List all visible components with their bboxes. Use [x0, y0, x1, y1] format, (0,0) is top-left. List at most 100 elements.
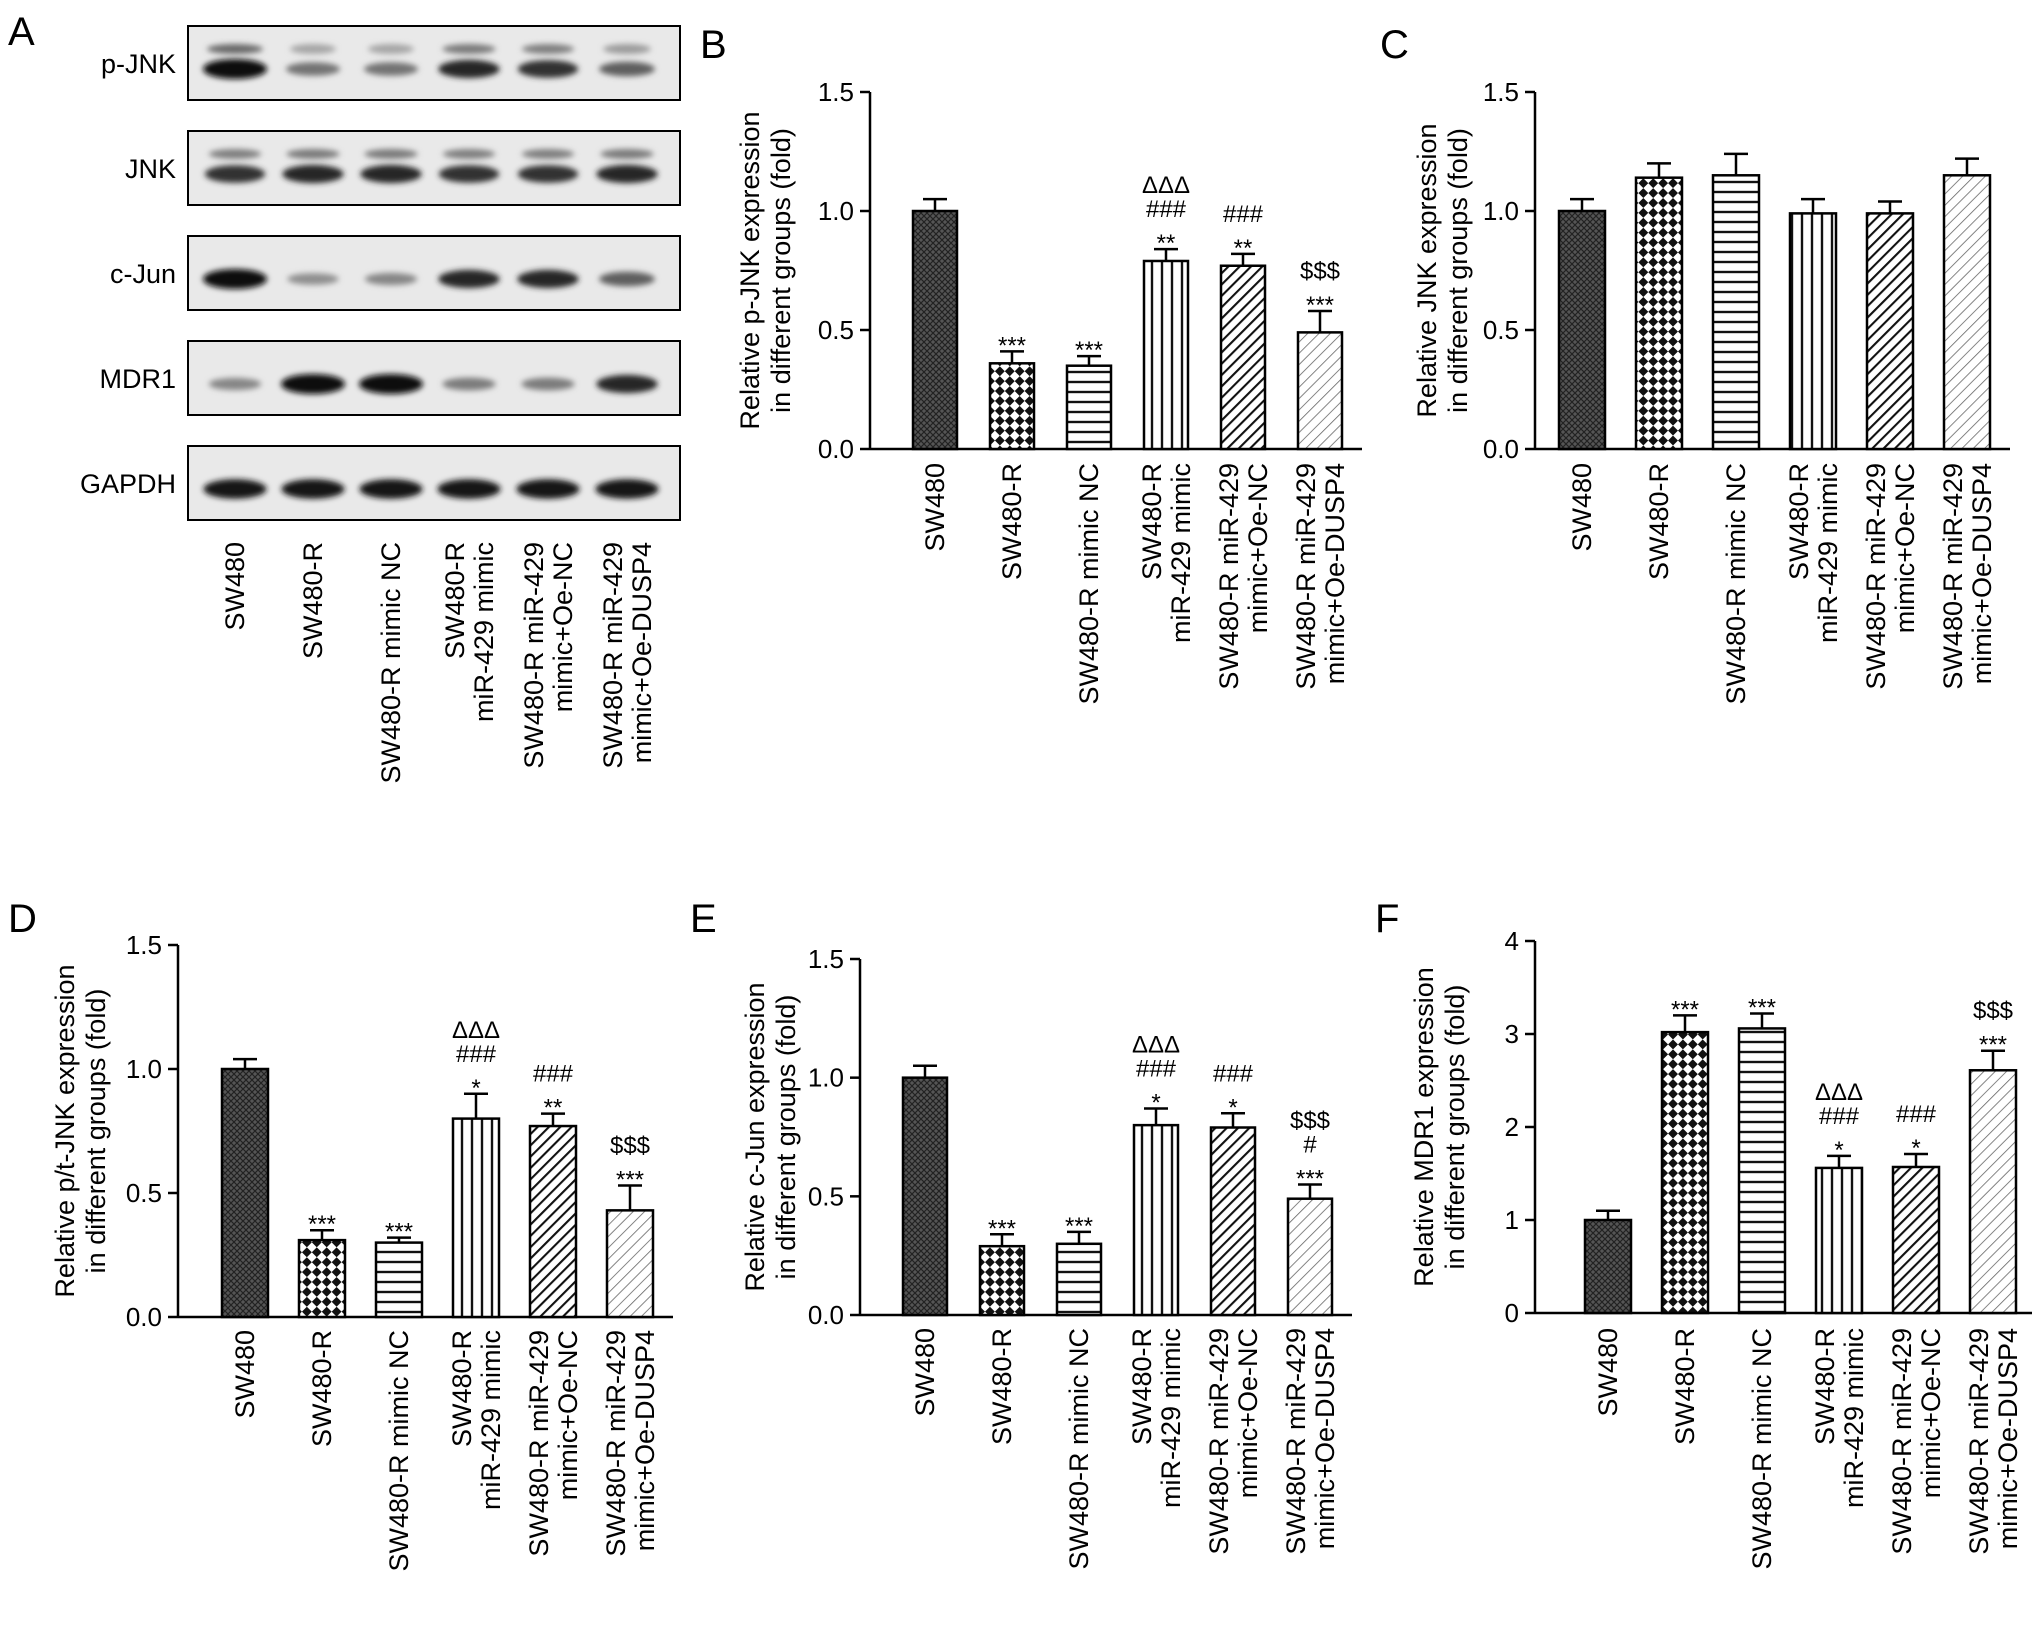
x-category-label-line: SW480 [230, 1330, 260, 1419]
x-category-label-line: mimic+Oe-NC [1916, 1328, 1946, 1498]
blot-membrane [187, 130, 681, 206]
x-category-label-line: SW480-R mimic NC [1721, 463, 1751, 705]
x-category-label-line: mimic+Oe-NC [553, 1330, 583, 1500]
bar [1711, 174, 1761, 451]
bar [1055, 1242, 1103, 1317]
lane-label-line: SW480-R miR-429 [598, 542, 628, 769]
bar [1737, 1027, 1787, 1315]
x-category-label-line: SW480-R [1784, 463, 1814, 580]
x-category-label: SW480-RmiR-429 mimic [1810, 1328, 1869, 1508]
bar [605, 1209, 655, 1319]
x-category-label: SW480-R miR-429mimic+Oe-NC [1204, 1328, 1263, 1555]
x-category-label-line: mimic+Oe-DUSP4 [1967, 463, 1997, 684]
blot-band [359, 374, 423, 394]
bar [220, 1067, 270, 1319]
blot-label: MDR1 [99, 364, 176, 394]
panel-letter-d: D [8, 897, 37, 941]
significance-mark: $$$ [610, 1133, 650, 1160]
bar [1065, 364, 1113, 451]
bar [1219, 264, 1267, 451]
blot-band [438, 165, 500, 183]
bar [1583, 1218, 1633, 1315]
y-tick-label: 1.0 [126, 1054, 162, 1084]
x-category-label-line: mimic+Oe-DUSP4 [630, 1330, 660, 1551]
significance-mark: * [1151, 1090, 1160, 1117]
x-category-label: SW480 [230, 1330, 260, 1419]
significance-mark: ΔΔΔ [1142, 172, 1190, 199]
y-tick-label: 4 [1505, 926, 1519, 956]
blot-band [287, 273, 339, 285]
x-category-label-line: mimic+Oe-DUSP4 [1320, 463, 1350, 684]
x-category-label: SW480-R miR-429mimic+Oe-NC [1887, 1328, 1946, 1555]
significance-mark: ΔΔΔ [452, 1017, 500, 1044]
bar [451, 1117, 501, 1319]
x-category-label: SW480-R mimic NC [1064, 1328, 1094, 1570]
blot-band-upper [207, 44, 263, 54]
blot-band [203, 59, 267, 79]
blot-row-mdr1: MDR1 [99, 340, 681, 416]
blot-band-upper [208, 149, 262, 159]
y-axis-label-line: Relative c-Jun expression [740, 982, 770, 1291]
lane-label-line: mimic+Oe-DUSP4 [627, 542, 657, 763]
blot-band [599, 61, 655, 77]
x-category-label-line: miR-429 mimic [1839, 1328, 1869, 1508]
bar [1296, 331, 1344, 451]
blot-band [517, 60, 579, 78]
y-tick-label: 0.0 [818, 434, 854, 464]
y-axis-label-line: in different groups (fold) [1443, 128, 1473, 413]
y-tick-label: 0.0 [1483, 434, 1519, 464]
x-category-label-line: SW480-R mimic NC [1064, 1328, 1094, 1570]
x-category-label: SW480-R miR-429mimic+Oe-NC [524, 1330, 583, 1557]
x-category-label-line: SW480-R mimic NC [1747, 1328, 1777, 1570]
blot-band [438, 59, 500, 79]
blot-band [438, 269, 500, 289]
x-category-label: SW480-R miR-429mimic+Oe-DUSP4 [1291, 463, 1350, 690]
x-category-label: SW480-R miR-429mimic+Oe-NC [1214, 463, 1273, 690]
significance-mark: ** [1234, 235, 1253, 262]
significance-mark: *** [1075, 337, 1103, 364]
significance-mark: ### [1223, 201, 1264, 228]
y-tick-label: 0.5 [1483, 315, 1519, 345]
blot-band [516, 479, 580, 499]
blot-band [596, 374, 658, 394]
bar-chart-f: F 0 1 2 3 4 Relative MDR1 expressionin differe… [1375, 897, 2032, 1570]
y-tick-label: 1.0 [808, 1063, 844, 1093]
y-tick-label: 0 [1505, 1298, 1519, 1328]
y-axis-label: Relative c-Jun expressionin different gr… [740, 982, 801, 1291]
y-tick-label: 3 [1505, 1019, 1519, 1049]
y-axis-label-line: Relative p/t-JNK expression [50, 964, 80, 1297]
blot-label: JNK [125, 154, 176, 184]
x-category-label: SW480-R [997, 463, 1027, 580]
blot-band-upper [521, 44, 575, 54]
blot-band [282, 164, 344, 184]
x-category-label: SW480 [910, 1328, 940, 1417]
y-axis-label-line: Relative JNK expression [1412, 123, 1442, 417]
lane-label-line: SW480 [220, 542, 250, 631]
x-category-label-line: SW480-R [987, 1328, 1017, 1445]
blot-band [203, 269, 267, 289]
x-category-label-line: SW480-R miR-429 [1214, 463, 1244, 690]
bar-chart-c: C 0.0 0.5 1.0 1.5 Relative JNK expressionin d… [1380, 23, 2010, 705]
blot-label: GAPDH [80, 469, 176, 499]
x-category-label: SW480-R miR-429mimic+Oe-DUSP4 [601, 1330, 660, 1557]
significance-mark: ### [1896, 1101, 1937, 1128]
y-tick-label: 0.5 [126, 1178, 162, 1208]
blot-band [285, 62, 341, 76]
x-category-label-line: SW480-R miR-429 [524, 1330, 554, 1557]
significance-mark: *** [1306, 292, 1334, 319]
x-category-label-line: mimic+Oe-NC [1890, 463, 1920, 633]
significance-mark: * [1228, 1094, 1237, 1121]
blot-row-c-jun: c-Jun [110, 235, 681, 311]
x-category-label-line: mimic+Oe-DUSP4 [1310, 1328, 1340, 1549]
blot-band-upper [521, 149, 575, 159]
x-category-label-line: SW480-R miR-429 [601, 1330, 631, 1557]
blot-label: c-Jun [110, 259, 176, 289]
bar [1865, 212, 1915, 451]
y-tick-label: 0.0 [126, 1302, 162, 1332]
y-axis-label: Relative p/t-JNK expressionin different … [50, 964, 111, 1297]
lane-label: SW480-RmiR-429 mimic [440, 542, 499, 722]
x-category-label: SW480-RmiR-429 mimic [1127, 1328, 1186, 1508]
x-category-label: SW480-R mimic NC [1074, 463, 1104, 705]
x-category-label-line: SW480-R [1810, 1328, 1840, 1445]
